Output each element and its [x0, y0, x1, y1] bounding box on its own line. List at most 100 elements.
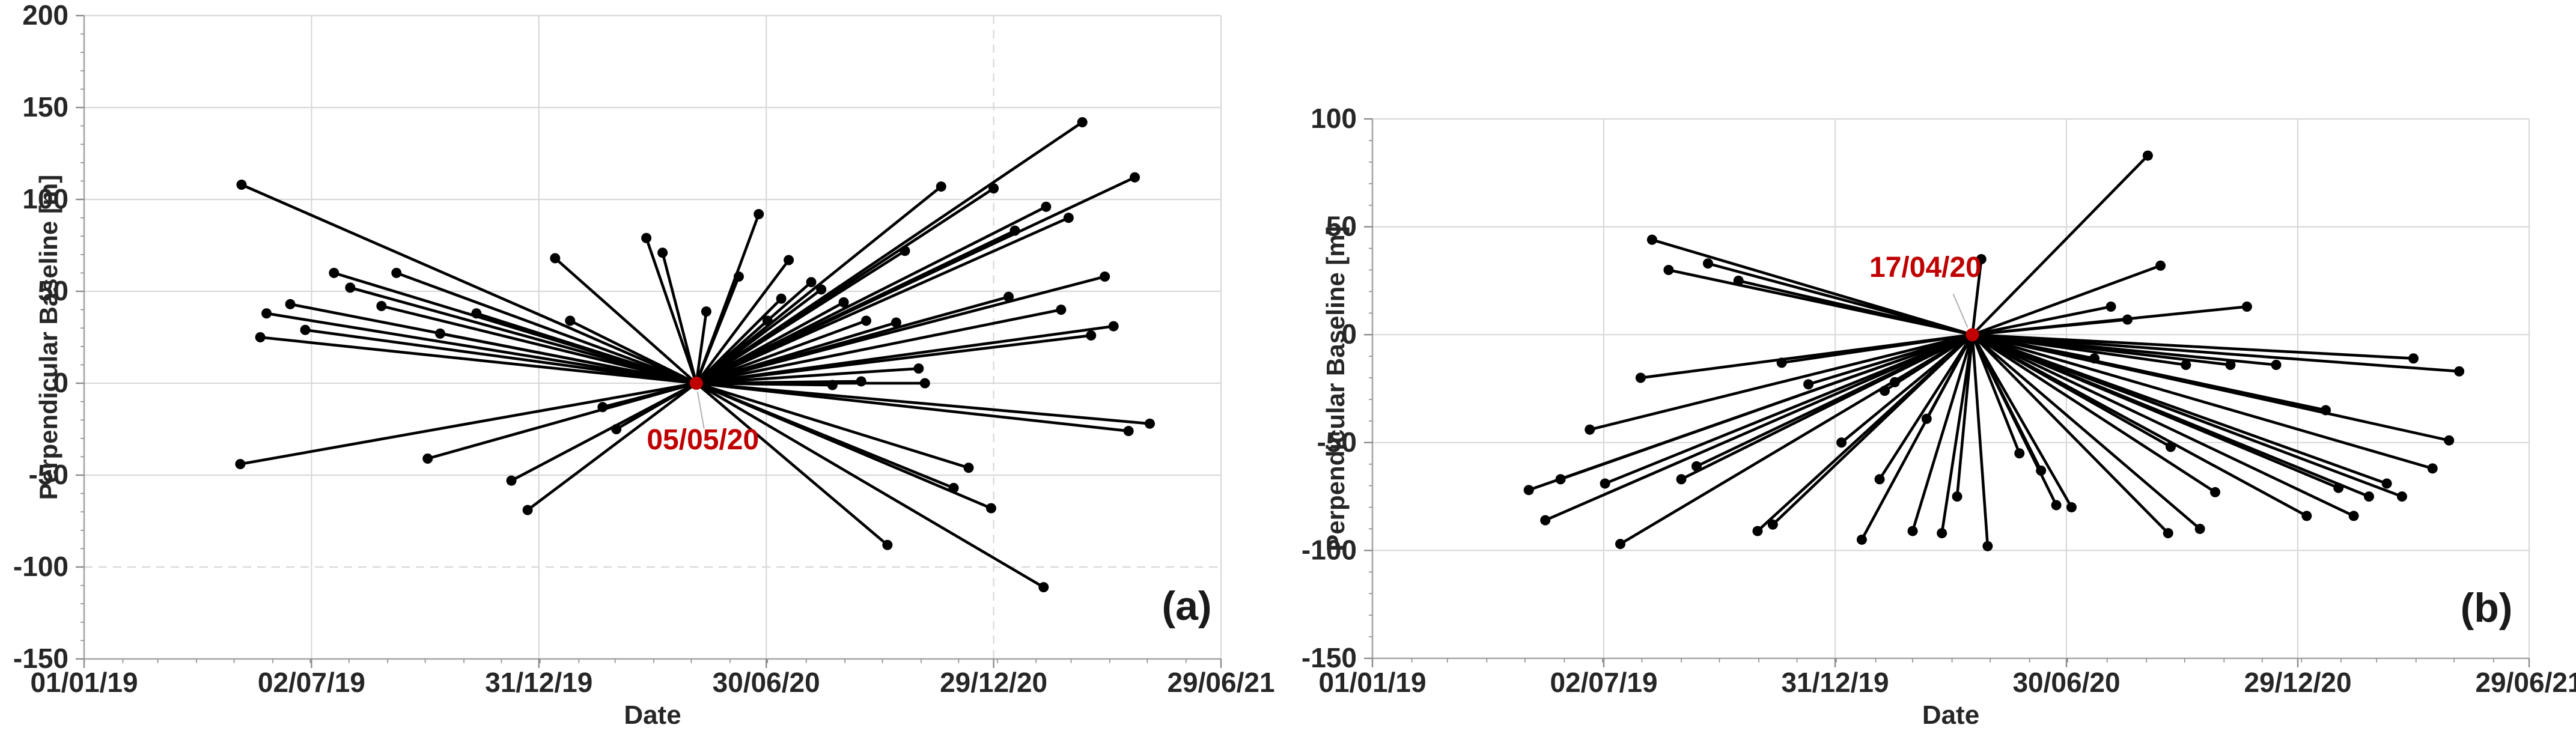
slave-point [1144, 418, 1155, 429]
slave-point [988, 183, 999, 194]
baseline-ray [1737, 279, 1974, 336]
x-tick-label: 01/01/19 [1318, 667, 1426, 698]
baseline-ray [1911, 333, 1974, 533]
slave-point [861, 315, 872, 326]
slave-point [1009, 225, 1020, 236]
y-tick-label: 0 [53, 367, 69, 398]
slave-point [391, 267, 402, 278]
master-point [689, 377, 703, 390]
baseline-ray [475, 312, 698, 385]
slave-point [1874, 474, 1885, 485]
slave-point [1523, 485, 1534, 496]
baseline-ray [695, 185, 943, 385]
x-tick-label: 31/12/19 [485, 667, 592, 698]
baseline-ray [265, 312, 698, 385]
baseline-ray [380, 305, 698, 385]
slave-point [522, 505, 533, 515]
slave-point [1585, 424, 1595, 435]
slave-point [816, 284, 827, 295]
y-tick-label: 50 [1326, 211, 1357, 242]
slave-point [1880, 386, 1890, 396]
baseline-ray [1971, 333, 2309, 518]
baseline-ray [1940, 333, 1974, 535]
baseline-ray [1878, 333, 1974, 481]
x-tick-label: 30/06/20 [2012, 667, 2120, 698]
slave-point [1702, 258, 1713, 269]
x-tick-label: 02/07/19 [258, 667, 365, 698]
baseline-ray [1971, 333, 2073, 509]
slave-point [1663, 264, 1674, 275]
slave-point [838, 297, 849, 308]
baseline-ray [349, 286, 698, 385]
baseline-ray [239, 381, 698, 466]
slave-point [2444, 435, 2455, 446]
slave-point [733, 271, 744, 282]
baseline-ray [695, 381, 1046, 589]
slave-point [2036, 465, 2047, 476]
baseline-ray [695, 310, 708, 385]
slave-point [1056, 305, 1067, 315]
slave-point [1615, 539, 1625, 550]
slave-point [1540, 515, 1551, 526]
slave-point [1856, 534, 1867, 545]
baseline-ray [695, 381, 1151, 425]
baseline-ray [1971, 154, 2149, 336]
baseline-ray [695, 258, 790, 385]
slave-point [2051, 500, 2062, 511]
baseline-ray [1780, 333, 1974, 365]
slave-point [641, 232, 652, 243]
baseline-ray [1971, 305, 2249, 336]
slave-point [235, 459, 246, 470]
slave-point [285, 299, 296, 309]
slave-point [948, 482, 959, 493]
master-label-leader [696, 391, 705, 429]
y-tick-label: 200 [22, 0, 69, 31]
baseline-ray [1971, 333, 2434, 470]
slave-point [2122, 314, 2133, 325]
slave-point [985, 503, 996, 514]
baseline-ray [1971, 333, 2370, 498]
baseline-ray [1971, 264, 2162, 336]
slave-point [550, 253, 561, 264]
slave-point [345, 282, 356, 293]
baseline-ray [240, 183, 698, 385]
baseline-ray [1971, 333, 2355, 518]
slave-point [2348, 511, 2359, 521]
slave-point [422, 453, 433, 464]
slave-point [1600, 478, 1610, 489]
y-tick-label: -100 [13, 551, 69, 582]
x-tick-label: 31/12/19 [1781, 667, 1889, 698]
slave-point [1003, 291, 1014, 302]
slave-point [2454, 366, 2465, 377]
baseline-ray [1971, 333, 2404, 498]
baseline-ray [1695, 333, 1974, 468]
slave-point [913, 363, 924, 374]
x-tick-label: 01/01/19 [30, 667, 138, 698]
baseline-ray [695, 216, 1070, 385]
baseline-ray [1971, 333, 2202, 530]
baseline-ray [1971, 333, 2415, 360]
y-tick-label: -150 [1302, 642, 1357, 673]
slave-point [1041, 201, 1052, 212]
baseline-ray [661, 251, 698, 385]
slave-point [300, 324, 311, 335]
slave-point [1907, 526, 1918, 536]
baseline-ray [695, 308, 1063, 385]
baseline-ray [1588, 333, 1974, 431]
y-tick-label: -50 [1317, 426, 1357, 458]
x-tick-label: 02/07/19 [1550, 667, 1657, 698]
slave-point [1038, 582, 1049, 593]
baseline-ray [695, 213, 761, 385]
baseline-ray [695, 121, 1084, 385]
slave-point [329, 267, 340, 278]
slave-point [754, 208, 764, 219]
slave-point [2165, 441, 2176, 452]
y-tick-label: 100 [22, 183, 69, 214]
baseline-ray [1807, 333, 1974, 386]
slave-point [963, 463, 974, 473]
slave-point [435, 328, 446, 339]
slave-point [2210, 487, 2220, 497]
baseline-ray [553, 256, 698, 385]
baseline-ray [526, 381, 698, 512]
y-tick-label: 50 [38, 275, 69, 306]
